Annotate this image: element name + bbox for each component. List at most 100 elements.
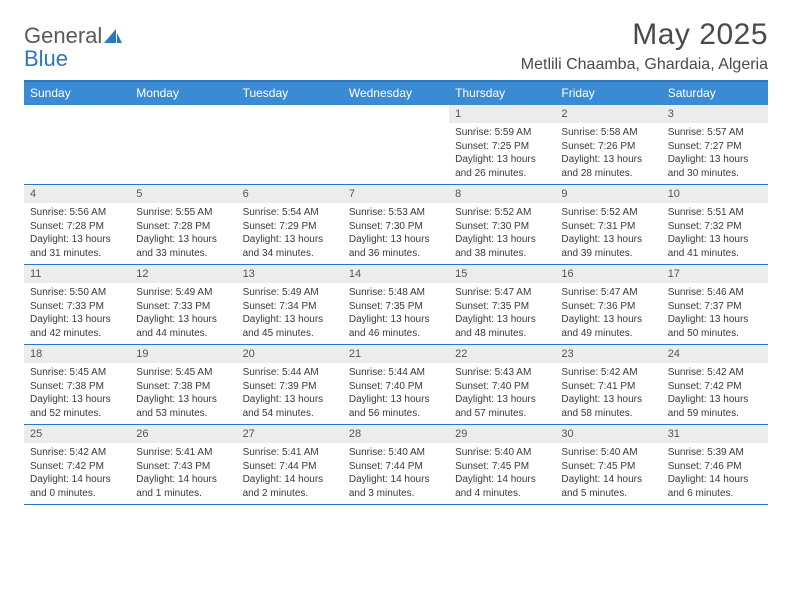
day-body: Sunrise: 5:56 AMSunset: 7:28 PMDaylight:… [24, 206, 130, 260]
day-body: Sunrise: 5:53 AMSunset: 7:30 PMDaylight:… [343, 206, 449, 260]
daylight-line2: and 39 minutes. [561, 247, 655, 261]
day-body: Sunrise: 5:47 AMSunset: 7:35 PMDaylight:… [449, 286, 555, 340]
sunset-line: Sunset: 7:39 PM [243, 380, 337, 394]
header: General Blue May 2025 Metlili Chaamba, G… [24, 18, 768, 74]
sunset-line: Sunset: 7:40 PM [349, 380, 443, 394]
daylight-line2: and 30 minutes. [668, 167, 762, 181]
daylight-line2: and 42 minutes. [30, 327, 124, 341]
day-body: Sunrise: 5:55 AMSunset: 7:28 PMDaylight:… [130, 206, 236, 260]
day-cell [343, 105, 449, 184]
brand-part1: General [24, 23, 102, 48]
daylight-line1: Daylight: 13 hours [136, 393, 230, 407]
weeks-container: 1 Sunrise: 5:59 AMSunset: 7:25 PM Daylight… [24, 105, 768, 505]
day-number: 28 [343, 425, 449, 443]
daylight-line2: and 2 minutes. [243, 487, 337, 501]
sunrise-line: Sunrise: 5:49 AM [136, 286, 230, 300]
brand-part2: Blue [24, 46, 68, 71]
location-text: Metlili Chaamba, Ghardaia, Algeria [521, 56, 768, 74]
sunset-line: Sunset: 7:46 PM [668, 460, 762, 474]
sunset-line: Sunset: 7:34 PM [243, 300, 337, 314]
daylight-line1: Daylight: 14 hours [349, 473, 443, 487]
day-body: Sunrise: 5:42 AMSunset: 7:41 PMDaylight:… [555, 366, 661, 420]
day-number: 5 [130, 185, 236, 203]
sunrise-line: Sunrise: 5:42 AM [30, 446, 124, 460]
sunrise-line: Sunrise: 5:46 AM [668, 286, 762, 300]
brand-text: General Blue [24, 24, 122, 70]
week-row: 18Sunrise: 5:45 AMSunset: 7:38 PMDayligh… [24, 345, 768, 425]
daylight-line1: Daylight: 13 hours [136, 233, 230, 247]
sunrise-line: Sunrise: 5:45 AM [136, 366, 230, 380]
sunrise-line: Sunrise: 5:50 AM [30, 286, 124, 300]
dow-header: Tuesday [237, 82, 343, 105]
day-cell: 31Sunrise: 5:39 AMSunset: 7:46 PMDayligh… [662, 425, 768, 504]
sunset-line: Sunset: 7:25 PM [455, 140, 549, 154]
day-cell: 8Sunrise: 5:52 AMSunset: 7:30 PMDaylight… [449, 185, 555, 264]
day-number: 9 [555, 185, 661, 203]
daylight-line1: Daylight: 14 hours [668, 473, 762, 487]
day-cell: 2 Sunrise: 5:58 AMSunset: 7:26 PMDaylight… [555, 105, 661, 184]
daylight-line2: and 6 minutes. [668, 487, 762, 501]
day-number: 31 [662, 425, 768, 443]
day-number [343, 105, 449, 123]
daylight-line1: Daylight: 13 hours [668, 393, 762, 407]
dow-header: Saturday [662, 82, 768, 105]
day-number: 1 [449, 105, 555, 123]
daylight-line1: Daylight: 13 hours [349, 233, 443, 247]
sunrise-line: Sunrise: 5:52 AM [455, 206, 549, 220]
sunrise-line: Sunrise: 5:54 AM [243, 206, 337, 220]
day-cell: 29Sunrise: 5:40 AMSunset: 7:45 PMDayligh… [449, 425, 555, 504]
day-number: 11 [24, 265, 130, 283]
day-number: 10 [662, 185, 768, 203]
day-number: 27 [237, 425, 343, 443]
day-number: 15 [449, 265, 555, 283]
sunset-line: Sunset: 7:33 PM [136, 300, 230, 314]
sunrise-line: Sunrise: 5:58 AM [561, 126, 655, 140]
week-row: 25Sunrise: 5:42 AMSunset: 7:42 PMDayligh… [24, 425, 768, 505]
day-cell: 9 Sunrise: 5:52 AMSunset: 7:31 PMDaylight… [555, 185, 661, 264]
day-body: Sunrise: 5:58 AMSunset: 7:26 PMDaylight:… [555, 126, 661, 180]
title-block: May 2025 Metlili Chaamba, Ghardaia, Alge… [521, 18, 768, 74]
day-cell: 28Sunrise: 5:40 AMSunset: 7:44 PMDayligh… [343, 425, 449, 504]
day-number: 2 [555, 105, 661, 123]
sunrise-line: Sunrise: 5:40 AM [561, 446, 655, 460]
day-body: Sunrise: 5:41 AMSunset: 7:44 PMDaylight:… [237, 446, 343, 500]
daylight-line1: Daylight: 13 hours [349, 393, 443, 407]
day-cell: 24Sunrise: 5:42 AMSunset: 7:42 PMDayligh… [662, 345, 768, 424]
daylight-line1: Daylight: 13 hours [668, 313, 762, 327]
day-number: 29 [449, 425, 555, 443]
sunset-line: Sunset: 7:30 PM [455, 220, 549, 234]
day-cell [130, 105, 236, 184]
day-cell [24, 105, 130, 184]
sunrise-line: Sunrise: 5:47 AM [455, 286, 549, 300]
sunrise-line: Sunrise: 5:42 AM [561, 366, 655, 380]
daylight-line1: Daylight: 13 hours [30, 233, 124, 247]
daylight-line2: and 41 minutes. [668, 247, 762, 261]
daylight-line2: and 48 minutes. [455, 327, 549, 341]
day-number [130, 105, 236, 123]
day-body: Sunrise: 5:49 AMSunset: 7:33 PMDaylight:… [130, 286, 236, 340]
sunrise-line: Sunrise: 5:42 AM [668, 366, 762, 380]
daylight-line1: Daylight: 13 hours [561, 233, 655, 247]
day-cell: 15 Sunrise: 5:47 AMSunset: 7:35 PMDayligh… [449, 265, 555, 344]
sunset-line: Sunset: 7:27 PM [668, 140, 762, 154]
day-number: 7 [343, 185, 449, 203]
daylight-line1: Daylight: 13 hours [136, 313, 230, 327]
dow-header: Friday [555, 82, 661, 105]
day-cell: 26Sunrise: 5:41 AMSunset: 7:43 PMDayligh… [130, 425, 236, 504]
daylight-line2: and 52 minutes. [30, 407, 124, 421]
dow-header: Wednesday [343, 82, 449, 105]
day-body: Sunrise: 5:42 AMSunset: 7:42 PMDaylight:… [24, 446, 130, 500]
day-cell: 10Sunrise: 5:51 AMSunset: 7:32 PMDayligh… [662, 185, 768, 264]
daylight-line2: and 31 minutes. [30, 247, 124, 261]
daylight-line2: and 4 minutes. [455, 487, 549, 501]
daylight-line1: Daylight: 14 hours [30, 473, 124, 487]
daylight-line1: Daylight: 14 hours [561, 473, 655, 487]
day-body: Sunrise: 5:52 AMSunset: 7:31 PMDaylight:… [555, 206, 661, 260]
daylight-line1: Daylight: 13 hours [561, 313, 655, 327]
sunset-line: Sunset: 7:42 PM [30, 460, 124, 474]
brand-logo: General Blue [24, 18, 122, 70]
sunset-line: Sunset: 7:37 PM [668, 300, 762, 314]
day-cell: 3Sunrise: 5:57 AMSunset: 7:27 PMDaylight… [662, 105, 768, 184]
day-number: 19 [130, 345, 236, 363]
sunrise-line: Sunrise: 5:59 AM [455, 126, 549, 140]
